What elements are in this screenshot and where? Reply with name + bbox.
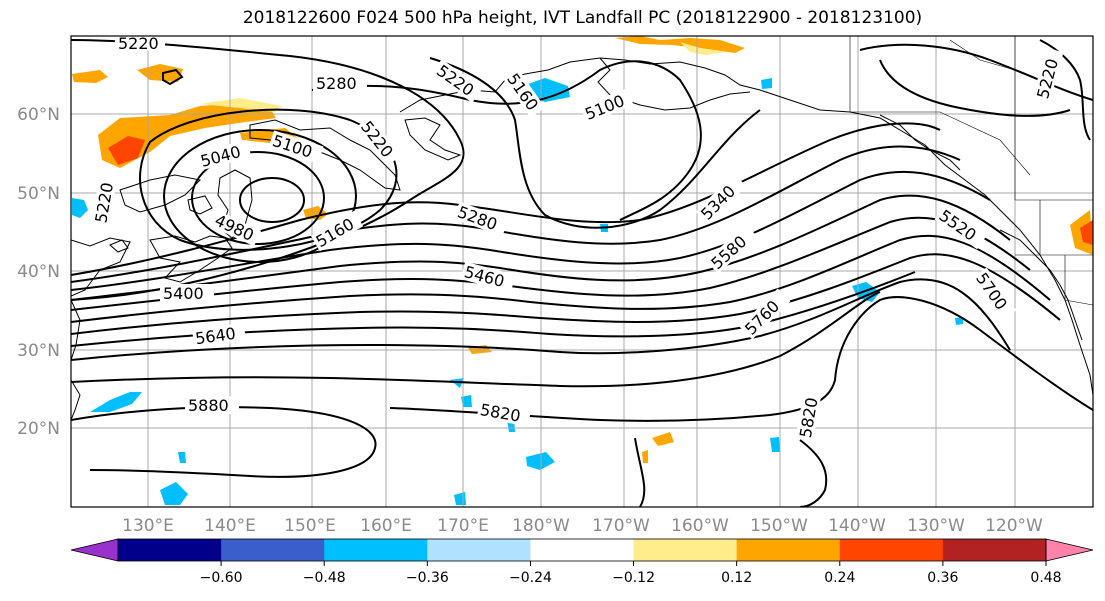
lon-label: 140°E [204,516,256,536]
latitude-labels: 60°N 50°N 40°N 30°N 20°N [17,105,60,439]
colorbar-box [942,539,1047,561]
colorbar-box [118,539,222,561]
map-title: 2018122600 F024 500 hPa height, IVT Land… [242,8,923,28]
colorbar-tick-label: −0.60 [200,570,243,586]
colorbar-box [324,539,428,561]
lon-label: 140°W [828,516,886,536]
colorbar-boxes [70,538,1094,562]
lat-label: 20°N [17,419,60,439]
colorbar-outline [117,538,1047,562]
lat-label: 50°N [17,184,60,204]
contour-label: 5400 [163,284,204,303]
lon-label: 180°W [512,516,570,536]
colorbar-box [530,539,635,561]
colorbar-tick-label: −0.36 [406,570,449,586]
colorbar-box [633,539,738,561]
colorbar-tick-label: 0.24 [824,570,855,586]
small-closed-contour [162,68,184,86]
lat-label: 30°N [17,341,60,361]
colorbar-tick-label: 0.48 [1030,570,1061,586]
contour-label: 5880 [188,396,229,415]
lat-label: 40°N [17,262,60,282]
lon-label: 150°E [284,516,336,536]
colorbar-tick-label: −0.48 [303,570,346,586]
lon-label: 170°E [437,516,489,536]
lon-label: 160°W [671,516,729,536]
borders [849,36,1093,306]
colorbar-box [839,539,944,561]
colorbar-tick-label: 0.12 [721,570,752,586]
lon-label: 130°W [907,516,965,536]
colorbar-box [221,539,325,561]
contour-label: 5280 [316,74,357,93]
contour-labels: 5220 5280 5220 5160 5100 5220 5040 5100 … [91,34,1064,442]
lon-label: 160°E [360,516,412,536]
colorbar-tick-label: 0.36 [927,570,958,586]
lon-label: 130°E [122,516,174,536]
map-frame [70,35,1094,508]
colorbar-ticks: −0.60 −0.48 −0.36 −0.24 −0.12 0.12 0.24 0.36 0.4… [200,561,1062,586]
colorbar-tick-label: −0.12 [612,570,655,586]
colorbar-extend-high [1045,538,1094,562]
lon-label: 150°W [750,516,808,536]
colorbar-extend-low [70,538,119,562]
longitude-labels: 130°E 140°E 150°E 160°E 170°E 180°W 170°… [122,516,1043,536]
colorbar-box [736,539,841,561]
lat-label: 60°N [17,105,60,125]
colorbar-tick-label: −0.24 [509,570,552,586]
colorbar-box [427,539,531,561]
contour-label: 5220 [118,34,159,53]
lon-label: 170°W [592,516,650,536]
lon-label: 120°W [985,516,1043,536]
